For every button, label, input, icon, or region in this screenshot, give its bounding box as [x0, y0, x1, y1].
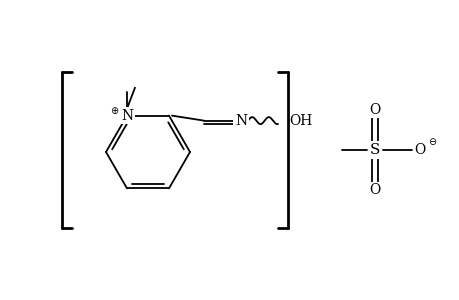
Text: OH: OH [288, 114, 312, 128]
Text: N: N [235, 114, 246, 128]
Text: $\oplus$: $\oplus$ [110, 105, 119, 116]
Text: O: O [414, 143, 425, 157]
Text: O: O [369, 183, 380, 197]
Text: O: O [369, 103, 380, 117]
Text: $\ominus$: $\ominus$ [427, 136, 437, 146]
Text: S: S [369, 143, 379, 157]
Text: N: N [121, 109, 133, 123]
Text: methyl: methyl [126, 82, 131, 83]
